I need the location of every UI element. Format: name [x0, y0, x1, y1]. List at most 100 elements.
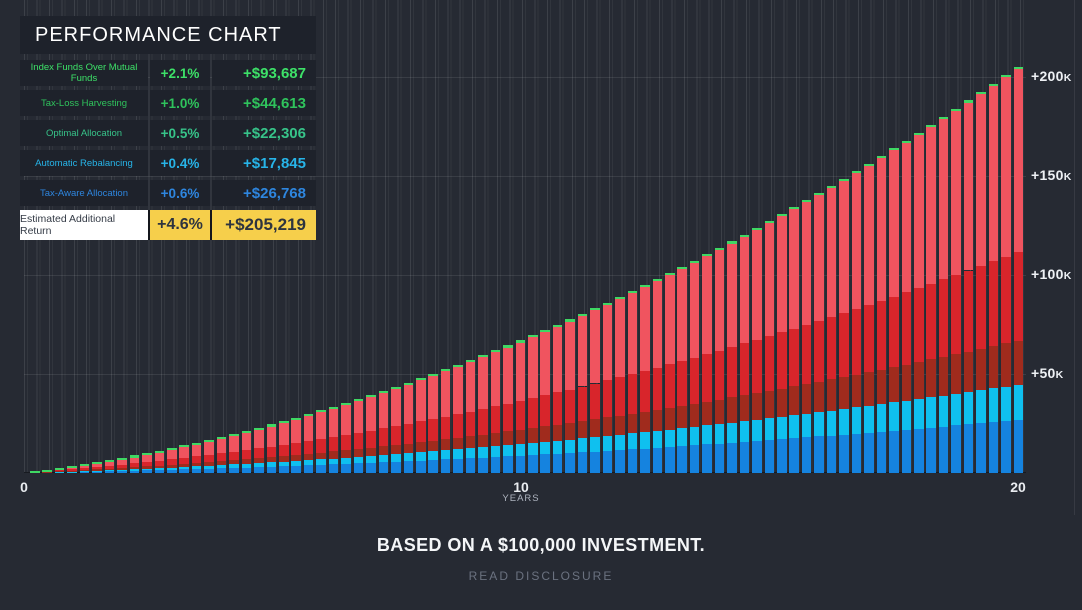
bar-segment-tax-aware-allocation [1001, 421, 1011, 473]
bar-year-10.75 [552, 324, 563, 473]
bar-segment-automatic-rebalancing [652, 430, 663, 448]
bar-top-cap [963, 100, 974, 103]
bar-segment-tax-loss-harvesting [204, 454, 214, 463]
bar-segment-tax-loss-harvesting [864, 304, 874, 373]
bar-segment-tax-aware-allocation [415, 460, 426, 473]
bar-top-cap [839, 178, 849, 181]
bar-year-11.75 [602, 302, 613, 473]
bar-year-11 [565, 319, 575, 473]
legend-row-label: Automatic Rebalancing [20, 150, 148, 176]
bar-segment-tax-aware-allocation [378, 462, 389, 473]
bar-segment-automatic-rebalancing [640, 432, 650, 449]
bar-segment-optimal-allocation [876, 369, 887, 405]
bar-segment-index-funds-over-mutual-funds [702, 254, 712, 355]
bar-segment-automatic-rebalancing [279, 461, 289, 467]
plot-area [24, 0, 1026, 473]
bar-segment-optimal-allocation [552, 424, 563, 441]
bar-segment-tax-loss-harvesting [440, 416, 451, 440]
bar-year-7.5 [391, 386, 401, 473]
legend-row-optimal-allocation[interactable]: Optimal Allocation +0.5% +$22,306 [20, 120, 316, 146]
bar-year-12.25 [627, 291, 638, 473]
bar-segment-index-funds-over-mutual-funds [926, 124, 936, 284]
bar-segment-optimal-allocation [266, 457, 277, 463]
bar-segment-index-funds-over-mutual-funds [727, 241, 737, 348]
read-disclosure-link[interactable]: READ DISCLOSURE [468, 569, 614, 583]
bar-segment-tax-loss-harvesting [303, 440, 314, 454]
bar-year-8 [415, 378, 426, 473]
bar-segment-tax-aware-allocation [490, 457, 501, 473]
bar-segment-tax-aware-allocation [552, 453, 563, 473]
bar-segment-optimal-allocation [440, 439, 451, 451]
bar-segment-automatic-rebalancing [1001, 386, 1011, 422]
bar-segment-automatic-rebalancing [204, 465, 214, 469]
bar-top-cap [403, 382, 414, 385]
bar-segment-optimal-allocation [415, 442, 426, 453]
bar-segment-tax-loss-harvesting [976, 265, 986, 349]
legend-row-tax-aware-allocation[interactable]: Tax-Aware Allocation +0.6% +$26,768 [20, 180, 316, 206]
bar-year-6 [316, 410, 326, 473]
bar-segment-optimal-allocation [976, 348, 986, 391]
bar-segment-tax-aware-allocation [129, 470, 140, 473]
bar-segment-automatic-rebalancing [154, 468, 165, 471]
bar-year-18 [913, 132, 924, 473]
bar-segment-index-funds-over-mutual-funds [129, 455, 140, 464]
bar-segment-optimal-allocation [739, 395, 750, 422]
bar-segment-index-funds-over-mutual-funds [291, 417, 302, 443]
bar-top-cap [764, 221, 775, 224]
bar-segment-tax-loss-harvesting [552, 392, 563, 425]
legend-row-index-funds-over-mutual-funds[interactable]: Index Funds Over Mutual Funds +2.1% +$93,6… [20, 60, 316, 86]
bar-top-cap [142, 453, 152, 456]
bar-segment-index-funds-over-mutual-funds [303, 414, 314, 441]
bar-segment-tax-aware-allocation [801, 437, 812, 473]
bar-segment-tax-loss-harvesting [465, 411, 476, 437]
x-axis-tick-20: 20 [1010, 479, 1026, 495]
legend-row-tax-loss-harvesting[interactable]: Tax-Loss Harvesting +1.0% +$44,613 [20, 90, 316, 116]
bar-year-19 [963, 100, 974, 473]
bar-segment-automatic-rebalancing [1013, 384, 1024, 421]
bar-top-cap [627, 291, 638, 294]
y-axis-tick: +50K [1031, 365, 1064, 381]
bar-segment-optimal-allocation [789, 386, 800, 416]
bar-top-cap [154, 450, 165, 453]
bar-segment-index-funds-over-mutual-funds [179, 445, 189, 458]
bar-year-7 [366, 395, 376, 473]
legend-row-percent: +0.6% [150, 180, 210, 206]
bar-segment-tax-aware-allocation [440, 459, 451, 473]
bar-top-cap [913, 132, 924, 135]
bar-year-9.75 [503, 345, 513, 473]
bar-segment-tax-aware-allocation [67, 472, 77, 473]
bar-segment-index-funds-over-mutual-funds [279, 420, 289, 445]
bar-segment-tax-aware-allocation [117, 471, 127, 473]
bar-segment-tax-loss-harvesting [328, 436, 339, 452]
bar-year-16 [814, 193, 824, 473]
bar-segment-automatic-rebalancing [478, 447, 488, 458]
bar-top-cap [801, 200, 812, 203]
bar-year-11.5 [590, 308, 600, 473]
bar-segment-index-funds-over-mutual-funds [478, 355, 488, 409]
bar-segment-tax-aware-allocation [540, 454, 551, 473]
bar-segment-optimal-allocation [664, 407, 675, 430]
bar-year-12 [615, 297, 625, 473]
bar-segment-tax-loss-harvesting [241, 450, 252, 460]
legend-row-automatic-rebalancing[interactable]: Automatic Rebalancing +0.4% +$17,845 [20, 150, 316, 176]
bar-segment-index-funds-over-mutual-funds [864, 163, 874, 305]
bar-segment-tax-loss-harvesting [67, 469, 77, 471]
bar-segment-automatic-rebalancing [129, 469, 140, 471]
bar-segment-tax-aware-allocation [428, 460, 438, 473]
bar-segment-optimal-allocation [528, 428, 538, 444]
bar-segment-tax-loss-harvesting [926, 283, 936, 360]
right-edge-divider [1074, 0, 1075, 515]
bar-segment-tax-aware-allocation [241, 467, 252, 473]
bar-year-11.25 [577, 313, 588, 473]
bar-year-8.75 [453, 364, 463, 473]
bar-year-0.25 [30, 470, 40, 473]
bar-segment-index-funds-over-mutual-funds [951, 108, 961, 276]
bar-year-19.25 [976, 92, 986, 473]
bar-year-2.75 [154, 450, 165, 473]
x-axis-tick-0: 0 [20, 479, 28, 495]
bar-segment-tax-aware-allocation [752, 441, 762, 473]
bar-segment-automatic-rebalancing [142, 468, 152, 471]
bar-segment-index-funds-over-mutual-funds [1001, 75, 1011, 257]
bar-top-cap [926, 124, 936, 127]
bar-year-19.75 [1001, 75, 1011, 473]
